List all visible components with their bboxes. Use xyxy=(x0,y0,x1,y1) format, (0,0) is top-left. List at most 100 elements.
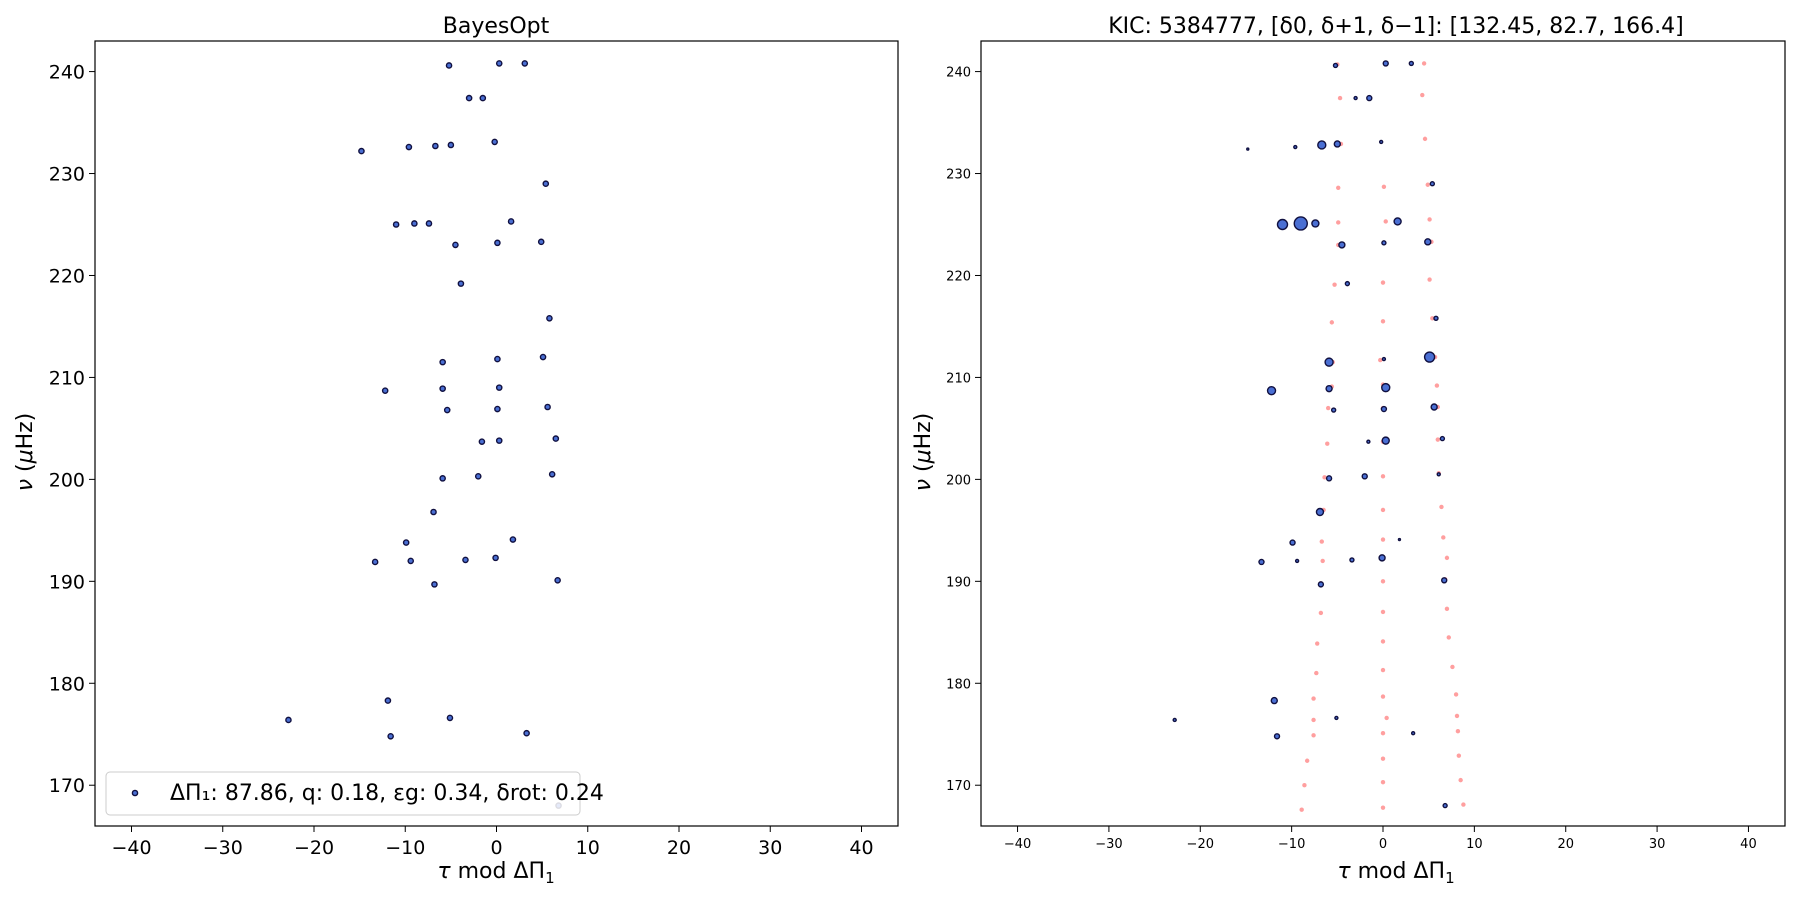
left-panel: BayesOpt τ mod ΔΠ1 ν (μHz) −40 −30 −20 −10 0… xyxy=(13,14,899,887)
left-data-point xyxy=(537,238,545,246)
right-data-point xyxy=(1317,140,1327,150)
right-x-tick-label: 20 xyxy=(1557,837,1574,852)
right-y-tick-label: 230 xyxy=(946,168,971,183)
left-data-point xyxy=(387,732,394,740)
left-data-point xyxy=(432,142,439,150)
left-y-tick-label: 180 xyxy=(49,673,85,695)
right-y-tick-label: 170 xyxy=(946,779,971,794)
left-x-tick-label: 10 xyxy=(576,837,600,859)
right-data-point xyxy=(1276,218,1289,231)
right-model-point xyxy=(1314,670,1319,676)
right-model-point xyxy=(1439,504,1444,510)
left-data-point xyxy=(521,60,529,67)
right-data-point xyxy=(1330,407,1337,413)
left-data-point xyxy=(491,138,498,146)
right-model-point xyxy=(1444,555,1450,561)
right-model-point xyxy=(1434,383,1440,388)
right-data-point xyxy=(1381,356,1387,362)
left-y-tick-label: 220 xyxy=(49,265,85,287)
left-x-tick-label: −40 xyxy=(111,837,151,859)
right-data-point xyxy=(1423,351,1436,363)
left-data-point xyxy=(462,556,469,564)
right-model-point xyxy=(1378,357,1383,363)
right-model-point xyxy=(1336,220,1341,225)
left-data-point xyxy=(384,697,392,704)
left-legend: ΔΠ₁: 87.86, q: 0.18, εg: 0.34, δrot: 0.2… xyxy=(105,771,604,816)
right-model-point xyxy=(1384,715,1389,721)
right-data-point xyxy=(1442,802,1448,809)
left-y-tick-label: 210 xyxy=(49,367,85,389)
right-x-axis-label: τ mod ΔΠ1 xyxy=(1337,859,1454,887)
left-data-point xyxy=(492,554,499,562)
left-data-point xyxy=(405,143,413,151)
right-data-point xyxy=(1410,731,1416,736)
right-data-point xyxy=(1325,475,1333,482)
right-data-point xyxy=(1397,537,1402,542)
right-data-point xyxy=(1366,94,1373,102)
left-plot-frame xyxy=(94,40,899,827)
right-model-point xyxy=(1322,475,1327,480)
right-model-point xyxy=(1380,756,1386,761)
right-model-point xyxy=(1427,217,1432,222)
right-data-point xyxy=(1270,696,1278,705)
right-model-point xyxy=(1380,537,1386,542)
left-data-point xyxy=(494,355,501,363)
left-data-point xyxy=(381,387,389,394)
right-model-point xyxy=(1380,667,1386,673)
right-panel: KIC: 5384777, [δ0, δ+1, δ−1]: [132.45, 8… xyxy=(911,14,1786,887)
right-data-point xyxy=(1338,241,1346,249)
right-data-point xyxy=(1381,436,1390,445)
right-data-point xyxy=(1334,715,1339,721)
right-data-point xyxy=(1381,382,1391,393)
left-x-tick-label: −20 xyxy=(294,837,334,859)
left-x-tick-label: −10 xyxy=(385,837,425,859)
right-model-point xyxy=(1304,758,1310,763)
right-data-point xyxy=(1378,554,1386,562)
left-data-point xyxy=(507,218,515,225)
left-data-point xyxy=(439,358,446,366)
right-data-point xyxy=(1246,147,1250,151)
left-data-point xyxy=(371,558,379,566)
right-data-point xyxy=(1315,507,1325,517)
right-data-point xyxy=(1361,473,1368,480)
right-model-point xyxy=(1456,753,1462,758)
right-model-point xyxy=(1336,185,1341,191)
left-data-point xyxy=(402,539,410,546)
right-data-point xyxy=(1332,62,1339,69)
legend-text: ΔΠ₁: 87.86, q: 0.18, εg: 0.34, δrot: 0.2… xyxy=(170,781,604,806)
right-y-tick-label: 240 xyxy=(946,66,971,81)
left-data-point xyxy=(465,94,473,102)
right-model-point xyxy=(1420,92,1425,98)
right-model-point xyxy=(1430,316,1435,321)
left-data-point xyxy=(439,475,446,482)
right-model-point xyxy=(1458,777,1463,783)
right-model-point xyxy=(1311,717,1316,723)
right-model-point xyxy=(1422,136,1428,142)
right-data-point xyxy=(1408,60,1415,67)
right-model-point xyxy=(1325,441,1330,446)
right-data-point xyxy=(1381,240,1387,246)
right-data-point xyxy=(1382,60,1389,67)
left-data-point xyxy=(478,438,486,445)
left-data-point xyxy=(523,729,530,737)
right-model-point xyxy=(1381,184,1387,189)
right-data-point xyxy=(1430,403,1438,411)
right-data-point xyxy=(1333,140,1342,148)
right-data-point xyxy=(1433,315,1439,321)
left-x-tick-label: 20 xyxy=(667,837,691,859)
right-model-point xyxy=(1454,713,1460,719)
right-model-point xyxy=(1380,474,1386,479)
right-model-point xyxy=(1380,507,1386,513)
right-x-tick-label: 10 xyxy=(1466,837,1483,852)
legend-box xyxy=(105,771,581,816)
right-model-point xyxy=(1461,802,1466,807)
left-data-point xyxy=(457,280,465,287)
right-model-point xyxy=(1444,606,1450,612)
left-data-point xyxy=(447,141,455,149)
right-model-point xyxy=(1453,692,1459,697)
right-data-point xyxy=(1366,439,1371,444)
right-model-point xyxy=(1380,731,1386,736)
right-data-point xyxy=(1439,435,1446,442)
right-model-point xyxy=(1299,807,1304,812)
